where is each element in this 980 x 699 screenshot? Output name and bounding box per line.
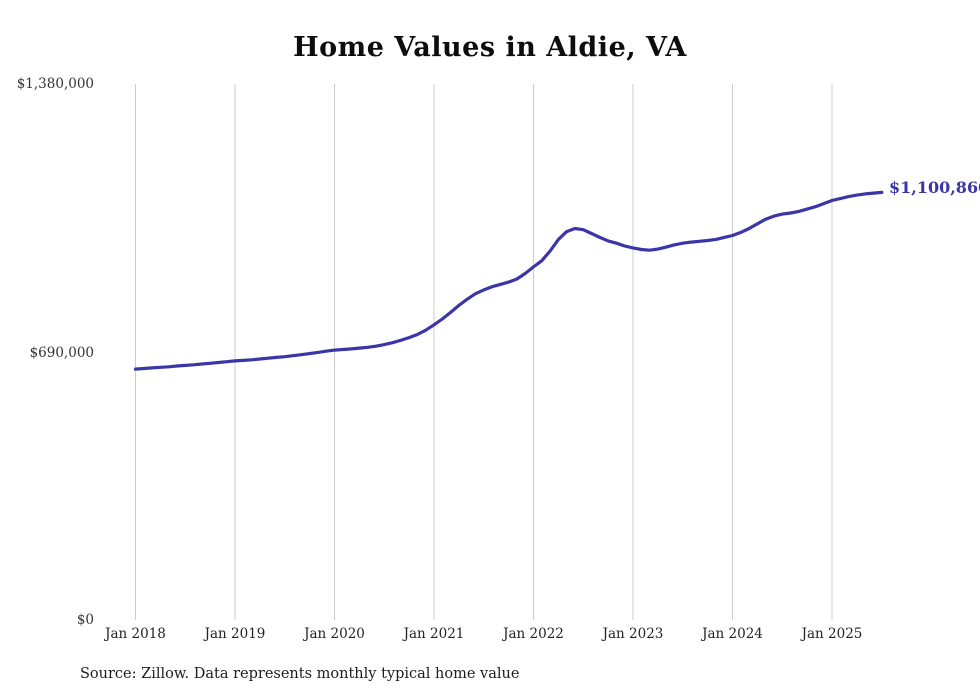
x-axis-label-2024: Jan 2024: [702, 626, 763, 642]
x-axis-label-2023: Jan 2023: [602, 626, 664, 642]
x-axis-label-2018: Jan 2018: [105, 626, 166, 642]
x-axis-label-2021: Jan 2021: [403, 626, 465, 642]
x-axis-label-2022: Jan 2022: [503, 626, 564, 642]
source-attribution: Source: Zillow. Data represents monthly …: [80, 666, 520, 682]
x-axis-label-2020: Jan 2020: [304, 626, 365, 642]
latest-value-label: $1,100,860: [889, 178, 980, 197]
y-axis-label-mid: $690,000: [29, 345, 94, 361]
x-axis-label-2025: Jan 2025: [801, 626, 863, 642]
y-axis-label-zero: $0: [76, 612, 94, 628]
trend-line: [133, 190, 884, 371]
x-axis-label-2019: Jan 2019: [204, 626, 266, 642]
y-axis-label-max: $1,380,000: [16, 76, 94, 92]
chart-title: Home Values in Aldie, VA: [293, 32, 687, 63]
